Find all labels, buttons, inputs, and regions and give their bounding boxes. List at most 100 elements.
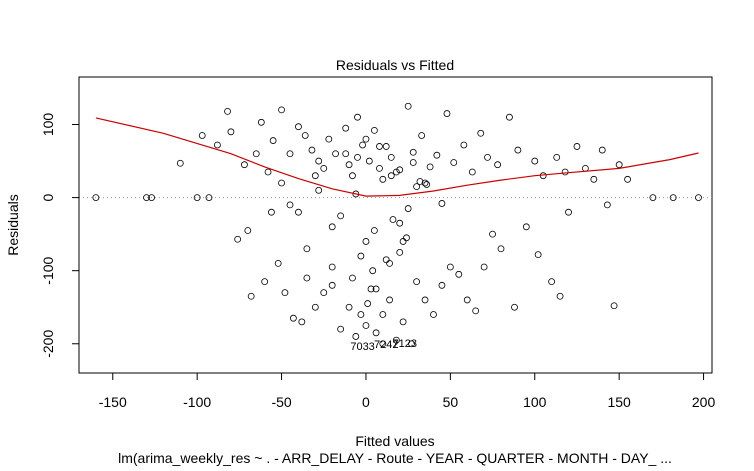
data-point: [303, 245, 311, 253]
data-point: [386, 296, 393, 304]
data-point: [382, 256, 390, 264]
data-point: [303, 274, 311, 282]
data-point: [433, 151, 441, 159]
data-point: [590, 175, 598, 183]
data-point: [497, 245, 505, 253]
data-point: [610, 302, 618, 310]
data-point: [364, 300, 372, 307]
data-point: [416, 178, 424, 185]
data-point: [506, 113, 513, 121]
data-point: [421, 296, 429, 304]
data-point: [224, 107, 231, 115]
data-point: [278, 106, 285, 114]
data-point: [357, 311, 365, 318]
data-point: [362, 238, 370, 245]
x-tick-label: -50: [271, 394, 291, 410]
data-point: [325, 135, 333, 143]
y-tick-label: -200: [40, 330, 56, 358]
data-point: [354, 113, 361, 121]
data-point: [369, 267, 377, 275]
data-point: [337, 212, 345, 220]
data-point: [289, 314, 297, 322]
data-point: [404, 205, 412, 212]
data-point: [603, 201, 611, 209]
data-point: [379, 175, 387, 183]
data-point: [480, 263, 488, 271]
data-point: [193, 194, 201, 201]
data-point: [301, 132, 309, 139]
data-point: [367, 285, 375, 293]
data-point: [421, 179, 429, 187]
data-points-layer: [92, 102, 702, 348]
data-point: [494, 161, 502, 169]
data-point: [362, 322, 370, 329]
data-point: [556, 292, 564, 300]
data-point: [387, 172, 395, 180]
data-point: [446, 263, 454, 271]
data-point: [472, 307, 480, 315]
data-point: [561, 168, 569, 176]
data-point: [349, 172, 356, 180]
data-point: [247, 292, 255, 300]
data-point: [573, 143, 581, 150]
data-point: [438, 200, 446, 207]
data-point: [143, 194, 150, 201]
data-point: [311, 303, 319, 311]
y-tick-label: 100: [40, 113, 56, 137]
data-point: [669, 194, 677, 201]
data-point: [244, 227, 252, 234]
data-point: [359, 141, 366, 149]
data-point: [565, 208, 572, 216]
data-point: [624, 175, 631, 183]
data-point: [345, 161, 353, 169]
data-point: [392, 168, 400, 176]
data-point: [92, 194, 100, 201]
data-point: [252, 150, 260, 158]
data-point: [295, 123, 302, 131]
data-point: [396, 219, 404, 227]
data-point: [460, 141, 468, 149]
y-axis-label: Residuals: [5, 194, 21, 255]
data-point: [514, 146, 522, 154]
data-point: [370, 126, 378, 134]
data-point: [695, 194, 702, 201]
data-point: [386, 259, 393, 267]
data-point: [389, 216, 397, 223]
x-tick-label: -100: [183, 394, 211, 410]
y-tick-label: 0: [40, 193, 56, 201]
data-point: [328, 281, 336, 289]
data-point: [396, 249, 404, 256]
data-point: [404, 102, 412, 110]
data-point: [372, 285, 380, 293]
plot-box: [78, 76, 713, 374]
data-point: [357, 252, 365, 260]
data-point: [408, 340, 415, 348]
data-point: [438, 281, 446, 289]
data-point: [489, 230, 496, 238]
data-point: [382, 143, 390, 150]
data-point: [308, 146, 316, 154]
data-point: [286, 150, 294, 158]
point-annotation-label: 7242: [374, 339, 398, 351]
y-tick-label: -100: [40, 256, 56, 284]
data-point: [418, 132, 426, 139]
data-point: [332, 150, 339, 158]
x-tick-label: -150: [99, 394, 127, 410]
y-axis: -200 -100 0 100: [40, 113, 80, 358]
data-point: [337, 325, 345, 333]
data-point: [379, 340, 387, 348]
data-point: [463, 296, 471, 304]
point-annotation-label: 7123: [393, 338, 417, 350]
data-point: [320, 289, 328, 297]
data-point: [205, 194, 213, 201]
data-point: [534, 251, 542, 259]
smoother-line: [95, 117, 699, 197]
data-point: [268, 208, 275, 216]
data-point: [261, 278, 269, 286]
data-point: [342, 150, 350, 158]
data-point: [362, 135, 370, 143]
data-point: [477, 129, 485, 137]
data-point: [315, 186, 323, 194]
data-point: [413, 278, 421, 286]
